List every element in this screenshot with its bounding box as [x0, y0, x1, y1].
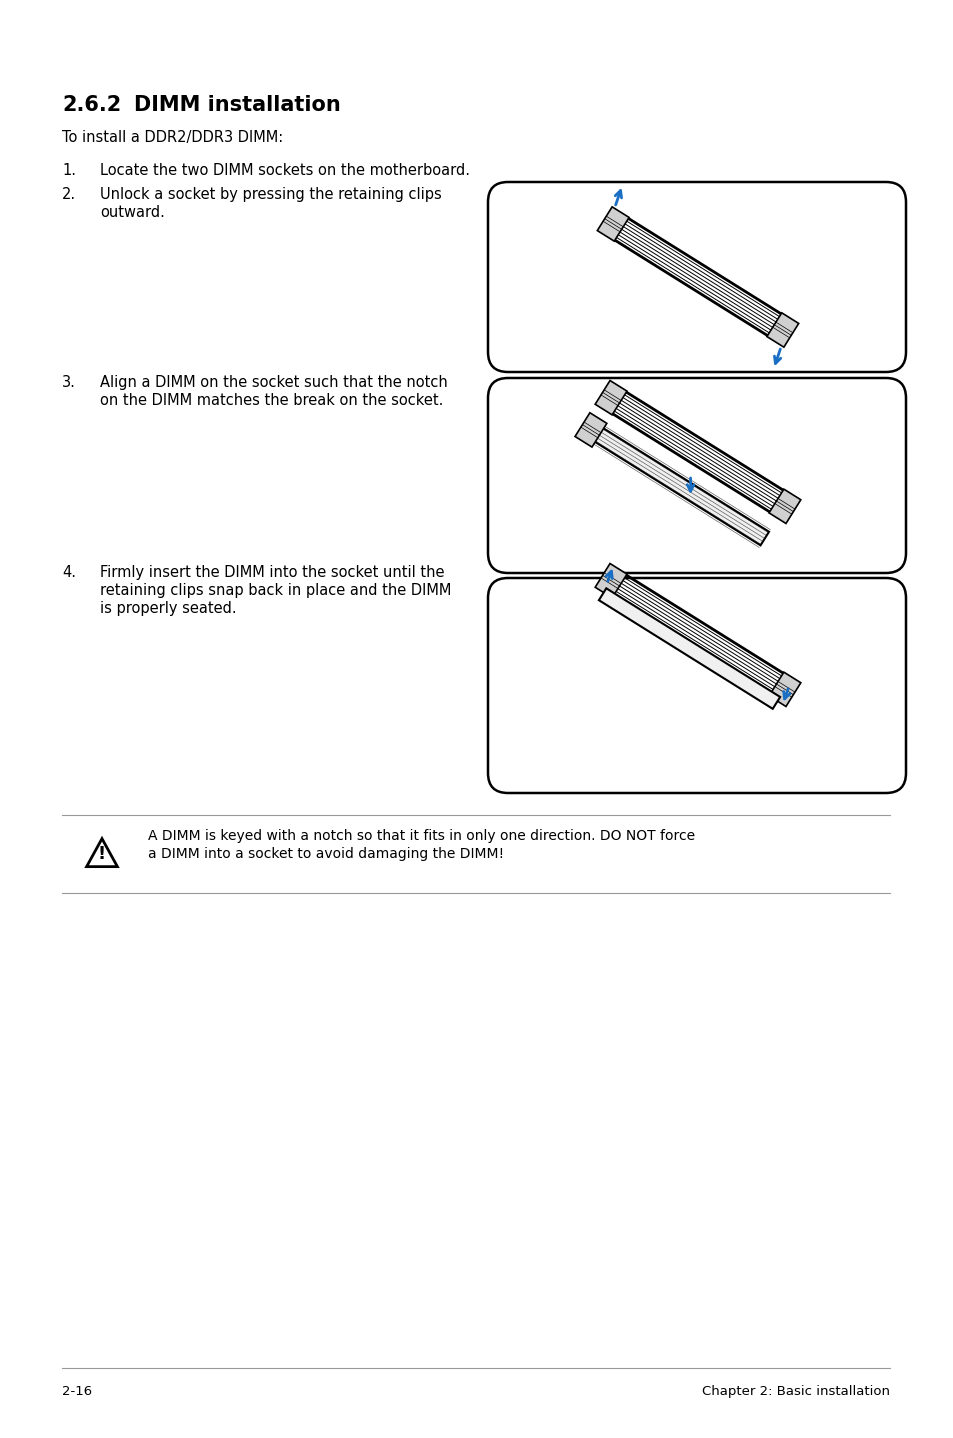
- Polygon shape: [586, 423, 768, 545]
- Text: is properly seated.: is properly seated.: [100, 601, 236, 615]
- Text: 3.: 3.: [62, 375, 76, 390]
- FancyBboxPatch shape: [488, 183, 905, 372]
- Polygon shape: [598, 588, 780, 709]
- Text: a DIMM into a socket to avoid damaging the DIMM!: a DIMM into a socket to avoid damaging t…: [148, 847, 503, 861]
- Text: on the DIMM matches the break on the socket.: on the DIMM matches the break on the soc…: [100, 393, 443, 408]
- Text: 1.: 1.: [62, 162, 76, 178]
- Text: !: !: [98, 846, 106, 863]
- Polygon shape: [768, 489, 800, 523]
- Text: Unlock a socket by pressing the retaining clips: Unlock a socket by pressing the retainin…: [100, 187, 441, 201]
- Text: Firmly insert the DIMM into the socket until the: Firmly insert the DIMM into the socket u…: [100, 565, 444, 580]
- Text: Chapter 2: Basic installation: Chapter 2: Basic installation: [701, 1385, 889, 1398]
- Polygon shape: [595, 381, 626, 414]
- Polygon shape: [575, 413, 606, 447]
- Text: To install a DDR2/DDR3 DIMM:: To install a DDR2/DDR3 DIMM:: [62, 129, 283, 145]
- Polygon shape: [597, 207, 628, 242]
- Text: 2.: 2.: [62, 187, 76, 201]
- Polygon shape: [768, 672, 800, 706]
- Text: 2-16: 2-16: [62, 1385, 92, 1398]
- Text: 4.: 4.: [62, 565, 76, 580]
- Text: 2.6.2: 2.6.2: [62, 95, 121, 115]
- Text: outward.: outward.: [100, 206, 165, 220]
- Polygon shape: [766, 313, 798, 347]
- Text: DIMM installation: DIMM installation: [133, 95, 340, 115]
- Text: retaining clips snap back in place and the DIMM: retaining clips snap back in place and t…: [100, 582, 451, 598]
- Text: A DIMM is keyed with a notch so that it fits in only one direction. DO NOT force: A DIMM is keyed with a notch so that it …: [148, 828, 695, 843]
- Text: Align a DIMM on the socket such that the notch: Align a DIMM on the socket such that the…: [100, 375, 447, 390]
- Polygon shape: [595, 564, 626, 598]
- FancyBboxPatch shape: [488, 578, 905, 792]
- Polygon shape: [87, 838, 117, 867]
- Text: Locate the two DIMM sockets on the motherboard.: Locate the two DIMM sockets on the mothe…: [100, 162, 470, 178]
- FancyBboxPatch shape: [488, 378, 905, 572]
